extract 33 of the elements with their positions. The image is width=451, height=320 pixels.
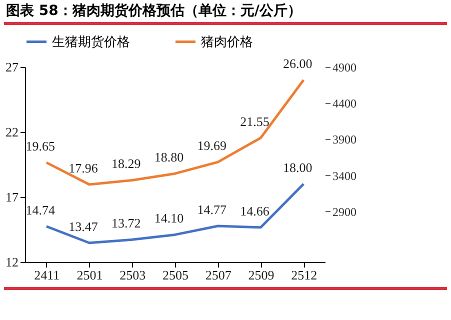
data-label: 19.69 [197,138,226,154]
y2-tick-label: 4400 [332,96,356,111]
legend-label: 猪肉价格 [201,34,253,50]
y2-tick-label: 3900 [332,132,356,147]
chart-title: 图表 58：猪肉期货价格预估（单位：元/公斤） [5,2,302,21]
y-tick-label: 12 [6,254,18,270]
data-label: 26.00 [282,56,312,71]
data-label: 14.74 [26,202,56,218]
y2-tick-label: 3400 [332,168,356,183]
y-tick-label: 17 [6,190,19,204]
data-label: 14.77 [197,202,227,217]
data-label: 13.47 [68,218,98,234]
x-tick-label: 2507 [205,268,232,282]
y-tick-label: 22 [6,124,18,140]
x-tick-label: 2509 [248,268,274,282]
x-tick-label: 2503 [120,268,146,282]
data-label: 21.55 [240,114,270,129]
x-tick-label: 2512 [291,268,318,282]
data-label: 18.29 [112,156,141,172]
x-tick-label: 2411 [34,268,60,282]
data-label: 18.00 [282,160,312,175]
data-label: 18.80 [154,150,184,165]
data-label: 19.65 [26,138,56,154]
y2-tick-label: 2900 [332,204,356,219]
data-label: 14.66 [240,203,270,218]
y-tick-label: 27 [6,60,19,74]
data-label: 14.10 [154,210,184,226]
legend-label: 生猪期货价格 [52,34,130,50]
x-tick-label: 2501 [76,268,103,282]
x-tick-label: 2505 [162,268,188,282]
data-label: 13.72 [112,216,141,231]
data-label: 17.96 [68,160,98,176]
y2-tick-label: 4900 [332,60,356,74]
